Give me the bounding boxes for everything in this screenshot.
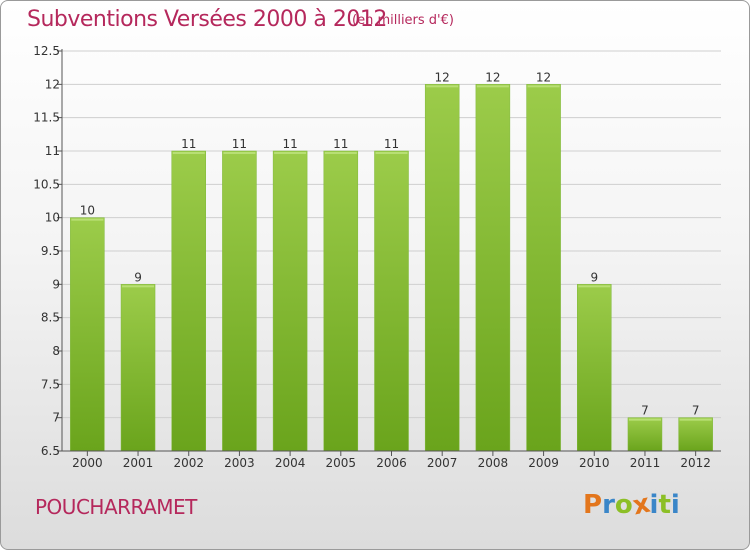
data-label-2003: 11 <box>232 137 247 151</box>
bar-highlight <box>628 418 661 421</box>
bar-2005[interactable] <box>323 150 359 452</box>
bar-highlight <box>172 152 205 154</box>
x-tick-label-2007: 2007 <box>427 456 458 470</box>
bar-highlight <box>679 418 712 421</box>
x-tick-label-2004: 2004 <box>275 456 306 470</box>
x-tick-label-2008: 2008 <box>478 456 509 470</box>
chart-title: Subventions Versées 2000 à 2012 <box>27 7 387 32</box>
bar-2004[interactable] <box>272 150 308 452</box>
bar-highlight <box>71 218 104 221</box>
bar-highlight <box>375 152 408 154</box>
x-tick-label-2011: 2011 <box>630 456 661 470</box>
bar-2008[interactable] <box>475 84 511 452</box>
logo-letter: o <box>614 490 633 520</box>
data-label-2005: 11 <box>333 137 348 151</box>
data-label-2008: 12 <box>485 70 500 84</box>
logo-letter: i <box>649 490 659 520</box>
bar-highlight <box>324 152 357 154</box>
bar-2006[interactable] <box>374 150 409 452</box>
bar-highlight <box>578 285 611 288</box>
bar-highlight <box>223 152 256 154</box>
logo-letter: P <box>583 490 603 520</box>
logo-letter: r <box>602 490 615 520</box>
data-label-2001: 9 <box>134 270 142 284</box>
y-tick-label: 7 <box>52 411 60 425</box>
bar-2011[interactable] <box>627 417 663 452</box>
bar-2010[interactable] <box>577 284 612 452</box>
data-label-2010: 9 <box>590 270 598 284</box>
axes <box>57 49 721 456</box>
bar-highlight <box>527 85 560 88</box>
bar-2007[interactable] <box>424 84 460 452</box>
bar-2012[interactable] <box>678 417 713 452</box>
x-tick-label-2005: 2005 <box>326 456 357 470</box>
bar-2001[interactable] <box>120 284 156 452</box>
x-tick-label-2002: 2002 <box>173 456 204 470</box>
y-tick-label: 8.5 <box>41 311 60 325</box>
y-tick-label: 12 <box>45 77 60 91</box>
x-tick-label-2009: 2009 <box>528 456 559 470</box>
bar-2002[interactable] <box>171 150 206 452</box>
data-label-2000: 10 <box>80 204 95 218</box>
y-tick-label: 9 <box>52 277 60 291</box>
bar-highlight <box>122 285 155 288</box>
y-tick-label: 6.5 <box>41 444 60 458</box>
x-tick-label-2003: 2003 <box>224 456 255 470</box>
bar-highlight <box>476 85 509 88</box>
y-tick-label: 10 <box>45 211 60 225</box>
data-label-2002: 11 <box>181 137 196 151</box>
data-label-2004: 11 <box>282 137 297 151</box>
bar-highlight <box>274 152 307 154</box>
data-label-2012: 7 <box>692 404 700 418</box>
y-tick-label: 10.5 <box>33 177 60 191</box>
y-tick-label: 9.5 <box>41 244 60 258</box>
logo-letter: i <box>670 490 680 520</box>
bars <box>70 84 713 452</box>
x-tick-label-2010: 2010 <box>579 456 610 470</box>
bar-2000[interactable] <box>70 217 105 452</box>
bar-2003[interactable] <box>222 150 257 452</box>
y-tick-label: 7.5 <box>41 377 60 391</box>
x-tick-label-2001: 2001 <box>123 456 154 470</box>
x-tick-label-2012: 2012 <box>680 456 711 470</box>
data-label-2009: 12 <box>536 70 551 84</box>
y-tick-label: 12.5 <box>33 44 60 58</box>
y-tick-label: 11.5 <box>33 111 60 125</box>
chart-unit: (en milliers d'€) <box>352 13 454 28</box>
bar-2009[interactable] <box>526 84 561 452</box>
y-tick-label: 11 <box>45 144 60 158</box>
data-label-2011: 7 <box>641 404 649 418</box>
commune-name: POUCHARRAMET <box>35 495 197 519</box>
bar-highlight <box>426 85 459 88</box>
y-tick-label: 8 <box>52 344 60 358</box>
x-tick-label-2000: 2000 <box>72 456 103 470</box>
data-label-2007: 12 <box>435 70 450 84</box>
data-label-2006: 11 <box>384 137 399 151</box>
x-tick-label-2006: 2006 <box>376 456 407 470</box>
labels: 6.5 7 7.5 8 8.5 9 9.5 10 10.5 11 11.5 12 12.5 10 2000 9… <box>33 44 711 470</box>
logo-letter: t <box>658 490 671 520</box>
proxiti-logo[interactable]: Proxiti <box>583 489 680 522</box>
